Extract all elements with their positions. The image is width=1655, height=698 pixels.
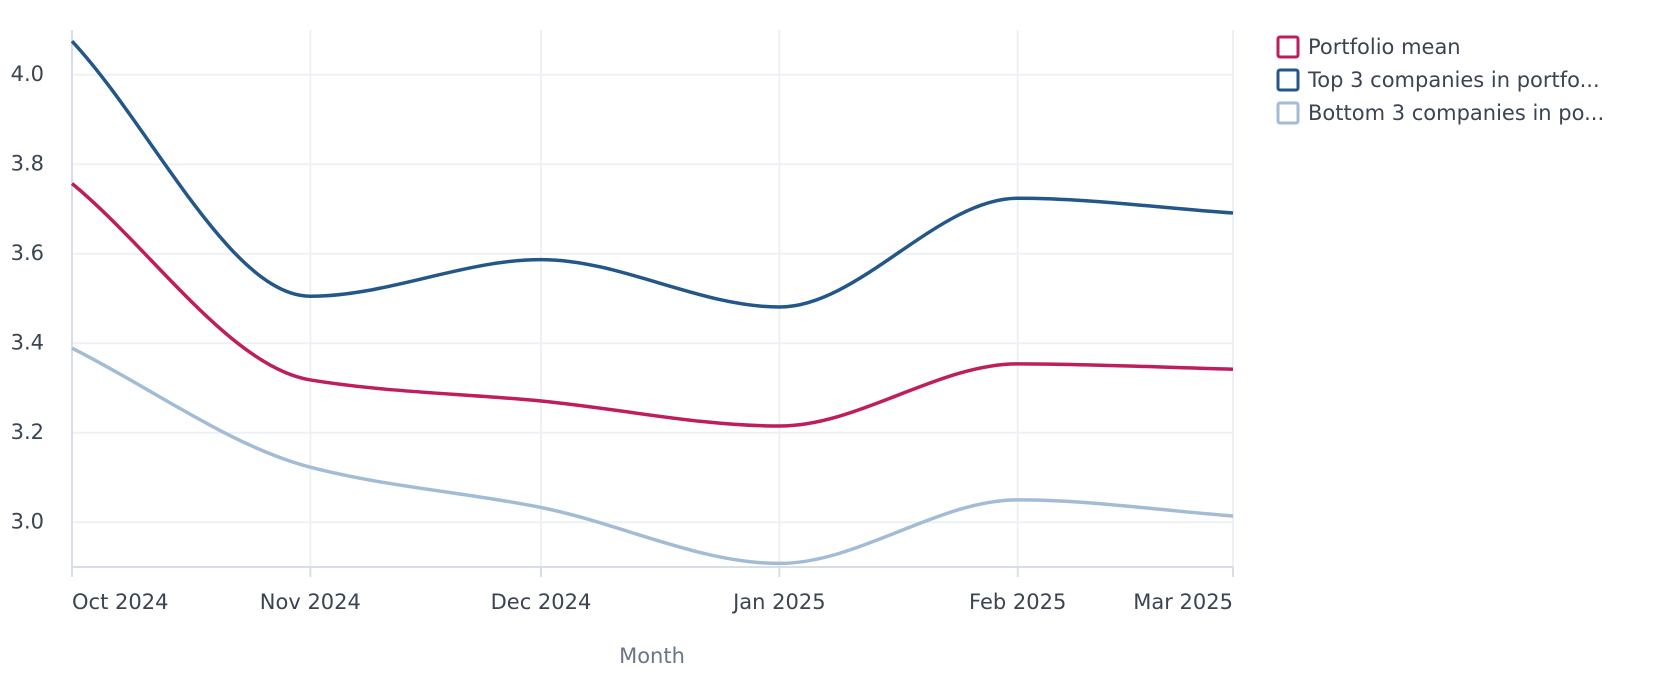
- legend-swatch: [1276, 35, 1300, 59]
- legend-label: Bottom 3 companies in po...: [1308, 101, 1604, 125]
- x-tick-label: Nov 2024: [260, 590, 361, 614]
- x-tick-label: Feb 2025: [969, 590, 1066, 614]
- y-tick-label: 3.0: [11, 509, 44, 533]
- line: [71, 346, 1234, 566]
- x-tick-label: Mar 2025: [1133, 590, 1233, 614]
- legend-label: Top 3 companies in portfo...: [1307, 68, 1600, 92]
- x-tick-label: Dec 2024: [491, 590, 592, 614]
- legend-swatch: [1276, 68, 1300, 92]
- legend-label: Portfolio mean: [1308, 35, 1461, 59]
- legend-swatch: [1276, 101, 1300, 125]
- line: [70, 182, 1234, 428]
- y-tick-label: 3.8: [11, 151, 44, 175]
- y-tick-label: 3.2: [11, 420, 44, 444]
- x-axis-label: Month: [619, 644, 685, 668]
- y-tick-label: 4.0: [11, 62, 44, 86]
- y-tick-label: 3.4: [11, 330, 44, 354]
- line: [70, 39, 1234, 309]
- x-tick-label: Oct 2024: [72, 590, 168, 614]
- x-tick-label: Jan 2025: [731, 590, 826, 614]
- y-tick-label: 3.6: [11, 241, 44, 265]
